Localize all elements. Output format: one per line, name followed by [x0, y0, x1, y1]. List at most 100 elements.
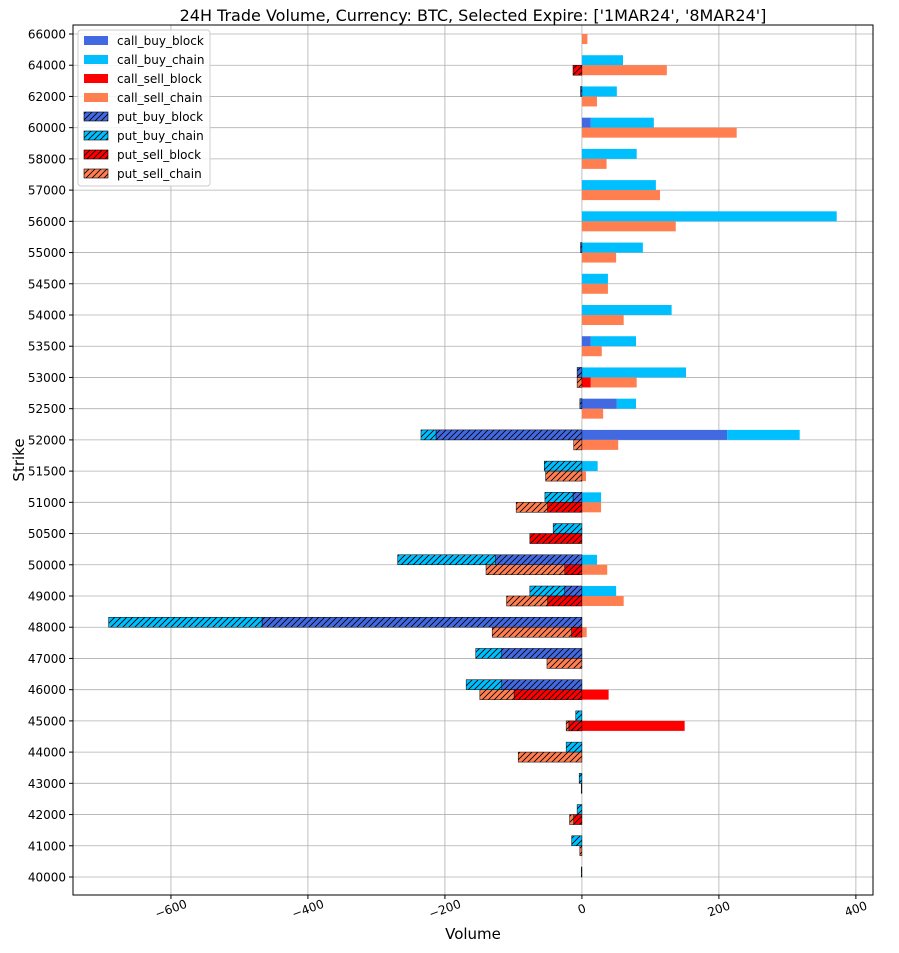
bar-put-sell-block-50500: [529, 533, 583, 544]
bar-call-sell-chain-54000: [581, 315, 624, 325]
bar-call-buy-block-52000: [581, 429, 728, 440]
bar-put-sell-chain-45000: [565, 720, 570, 732]
legend-swatch: [84, 74, 108, 83]
legend-swatch: [84, 36, 108, 45]
bar-put-buy-chain-47000: [475, 648, 503, 659]
y-tick-label: 53000: [28, 371, 66, 385]
y-tick-label: 58000: [28, 152, 66, 166]
bar-call-buy-chain-52500: [616, 398, 637, 409]
bar-call-buy-block-52500: [581, 398, 617, 409]
x-tick-label: −200: [427, 897, 463, 921]
bar-put-sell-chain-50000: [485, 564, 566, 576]
bar-call-buy-chain-54500: [581, 273, 608, 284]
x-tick-label: −400: [290, 897, 326, 921]
bar-put-buy-chain-42000: [576, 804, 583, 815]
bar-put-sell-block-50000: [564, 564, 583, 576]
bar-put-buy-block-46000: [501, 679, 583, 690]
plot-frame: [72, 24, 874, 896]
x-axis: −600 −400 −200 0 200 400: [153, 895, 869, 921]
bar-put-sell-chain-48000: [491, 626, 572, 638]
y-tick-label: 50000: [28, 558, 66, 572]
bar-put-buy-block-48000: [261, 616, 583, 628]
bar-call-sell-chain-66000: [581, 34, 588, 44]
legend-entry: call_sell_chain: [117, 91, 202, 105]
bar-put-buy-block-52000: [435, 429, 583, 441]
chart-title: 24H Trade Volume, Currency: BTC, Selecte…: [180, 6, 767, 25]
bar-call-sell-chain-52500: [581, 408, 604, 419]
bar-put-sell-chain-53000: [576, 377, 583, 388]
y-tick-label: 62000: [28, 90, 66, 104]
y-tick-label: 52000: [28, 433, 66, 447]
y-tick-label: 64000: [28, 59, 66, 73]
y-tick-label: 43000: [28, 777, 66, 791]
legend-swatch: [83, 130, 109, 141]
bar-put-sell-block-42000: [573, 814, 583, 825]
bar-put-sell-chain-49000: [506, 595, 548, 607]
bar-put-buy-chain-44000: [565, 741, 583, 753]
bar-call-sell-chain-48000: [581, 627, 587, 638]
bar-put-buy-block-50000: [495, 554, 583, 566]
bar-call-sell-chain-50000: [581, 564, 608, 575]
bar-call-buy-chain-55000: [581, 242, 643, 253]
bar-put-buy-chain-51000: [544, 492, 574, 503]
y-tick-label: 41000: [28, 839, 66, 853]
bar-put-buy-block-53000: [576, 367, 583, 378]
bar-put-buy-chain-43000: [578, 773, 583, 784]
bar-call-buy-chain-62000: [581, 86, 617, 97]
bar-call-buy-block-53500: [581, 336, 591, 347]
bar-call-sell-chain-53000: [590, 377, 637, 388]
bar-call-sell-chain-57000: [581, 190, 660, 201]
y-tick-label: 54000: [28, 309, 66, 323]
bar-call-buy-chain-57000: [581, 180, 656, 191]
legend-entry: put_buy_chain: [117, 129, 204, 143]
bar-put-sell-chain-51000: [515, 502, 548, 513]
x-tick-label: 0: [576, 901, 588, 917]
legend-swatch: [84, 55, 108, 64]
bar-call-sell-chain-52000: [581, 439, 619, 450]
y-tick-label: 51500: [28, 465, 66, 479]
bar-put-buy-block-55000: [580, 242, 583, 253]
y-tick-label: 50500: [28, 527, 66, 541]
legend-swatch: [84, 93, 108, 102]
bar-call-sell-chain-64000: [581, 65, 667, 76]
y-tick-label: 51000: [28, 496, 66, 510]
y-tick-label: 48000: [28, 621, 66, 635]
bar-put-buy-block-52500: [579, 398, 583, 409]
bar-put-sell-chain-44000: [517, 751, 583, 763]
y-tick-label: 57000: [28, 184, 66, 198]
bars: [108, 34, 837, 878]
legend-entry: put_sell_chain: [117, 167, 202, 181]
bar-call-sell-chain-60000: [581, 127, 737, 138]
legend-entry: call_buy_chain: [117, 53, 204, 67]
legend-entry: call_sell_block: [117, 72, 202, 86]
bar-put-sell-chain-51500: [545, 470, 583, 482]
bar-put-buy-block-62000: [580, 86, 583, 97]
y-tick-label: 54500: [28, 277, 66, 291]
bar-call-sell-chain-54500: [581, 283, 608, 294]
bar-call-buy-chain-51500: [581, 461, 598, 472]
bar-put-buy-chain-41000: [571, 835, 583, 847]
legend-swatch: [83, 168, 109, 179]
bar-put-buy-chain-40000: [580, 866, 583, 878]
bar-call-buy-chain-64000: [581, 55, 623, 66]
bar-call-buy-chain-54000: [581, 305, 672, 315]
bar-call-buy-block-60000: [581, 117, 591, 128]
bar-call-sell-block-45000: [581, 720, 685, 731]
bar-call-buy-chain-58000: [581, 148, 637, 159]
y-tick-label: 44000: [28, 746, 66, 760]
bar-call-buy-chain-56000: [581, 211, 837, 222]
bar-put-sell-chain-52000: [573, 439, 583, 451]
bar-call-sell-block-46000: [581, 689, 609, 700]
y-tick-label: 53500: [28, 340, 66, 354]
bar-call-buy-chain-50000: [581, 554, 597, 565]
bar-put-buy-chain-50000: [397, 554, 496, 566]
bar-put-buy-chain-49000: [529, 585, 566, 597]
bar-put-sell-block-51000: [547, 502, 583, 513]
bar-call-buy-chain-53000: [581, 367, 687, 378]
bar-put-sell-block-46000: [513, 689, 583, 700]
y-tick-label: 60000: [28, 121, 66, 135]
bar-put-sell-chain-43000: [580, 783, 583, 794]
legend-entry: call_buy_block: [117, 34, 204, 48]
bar-put-buy-block-51000: [572, 492, 583, 503]
